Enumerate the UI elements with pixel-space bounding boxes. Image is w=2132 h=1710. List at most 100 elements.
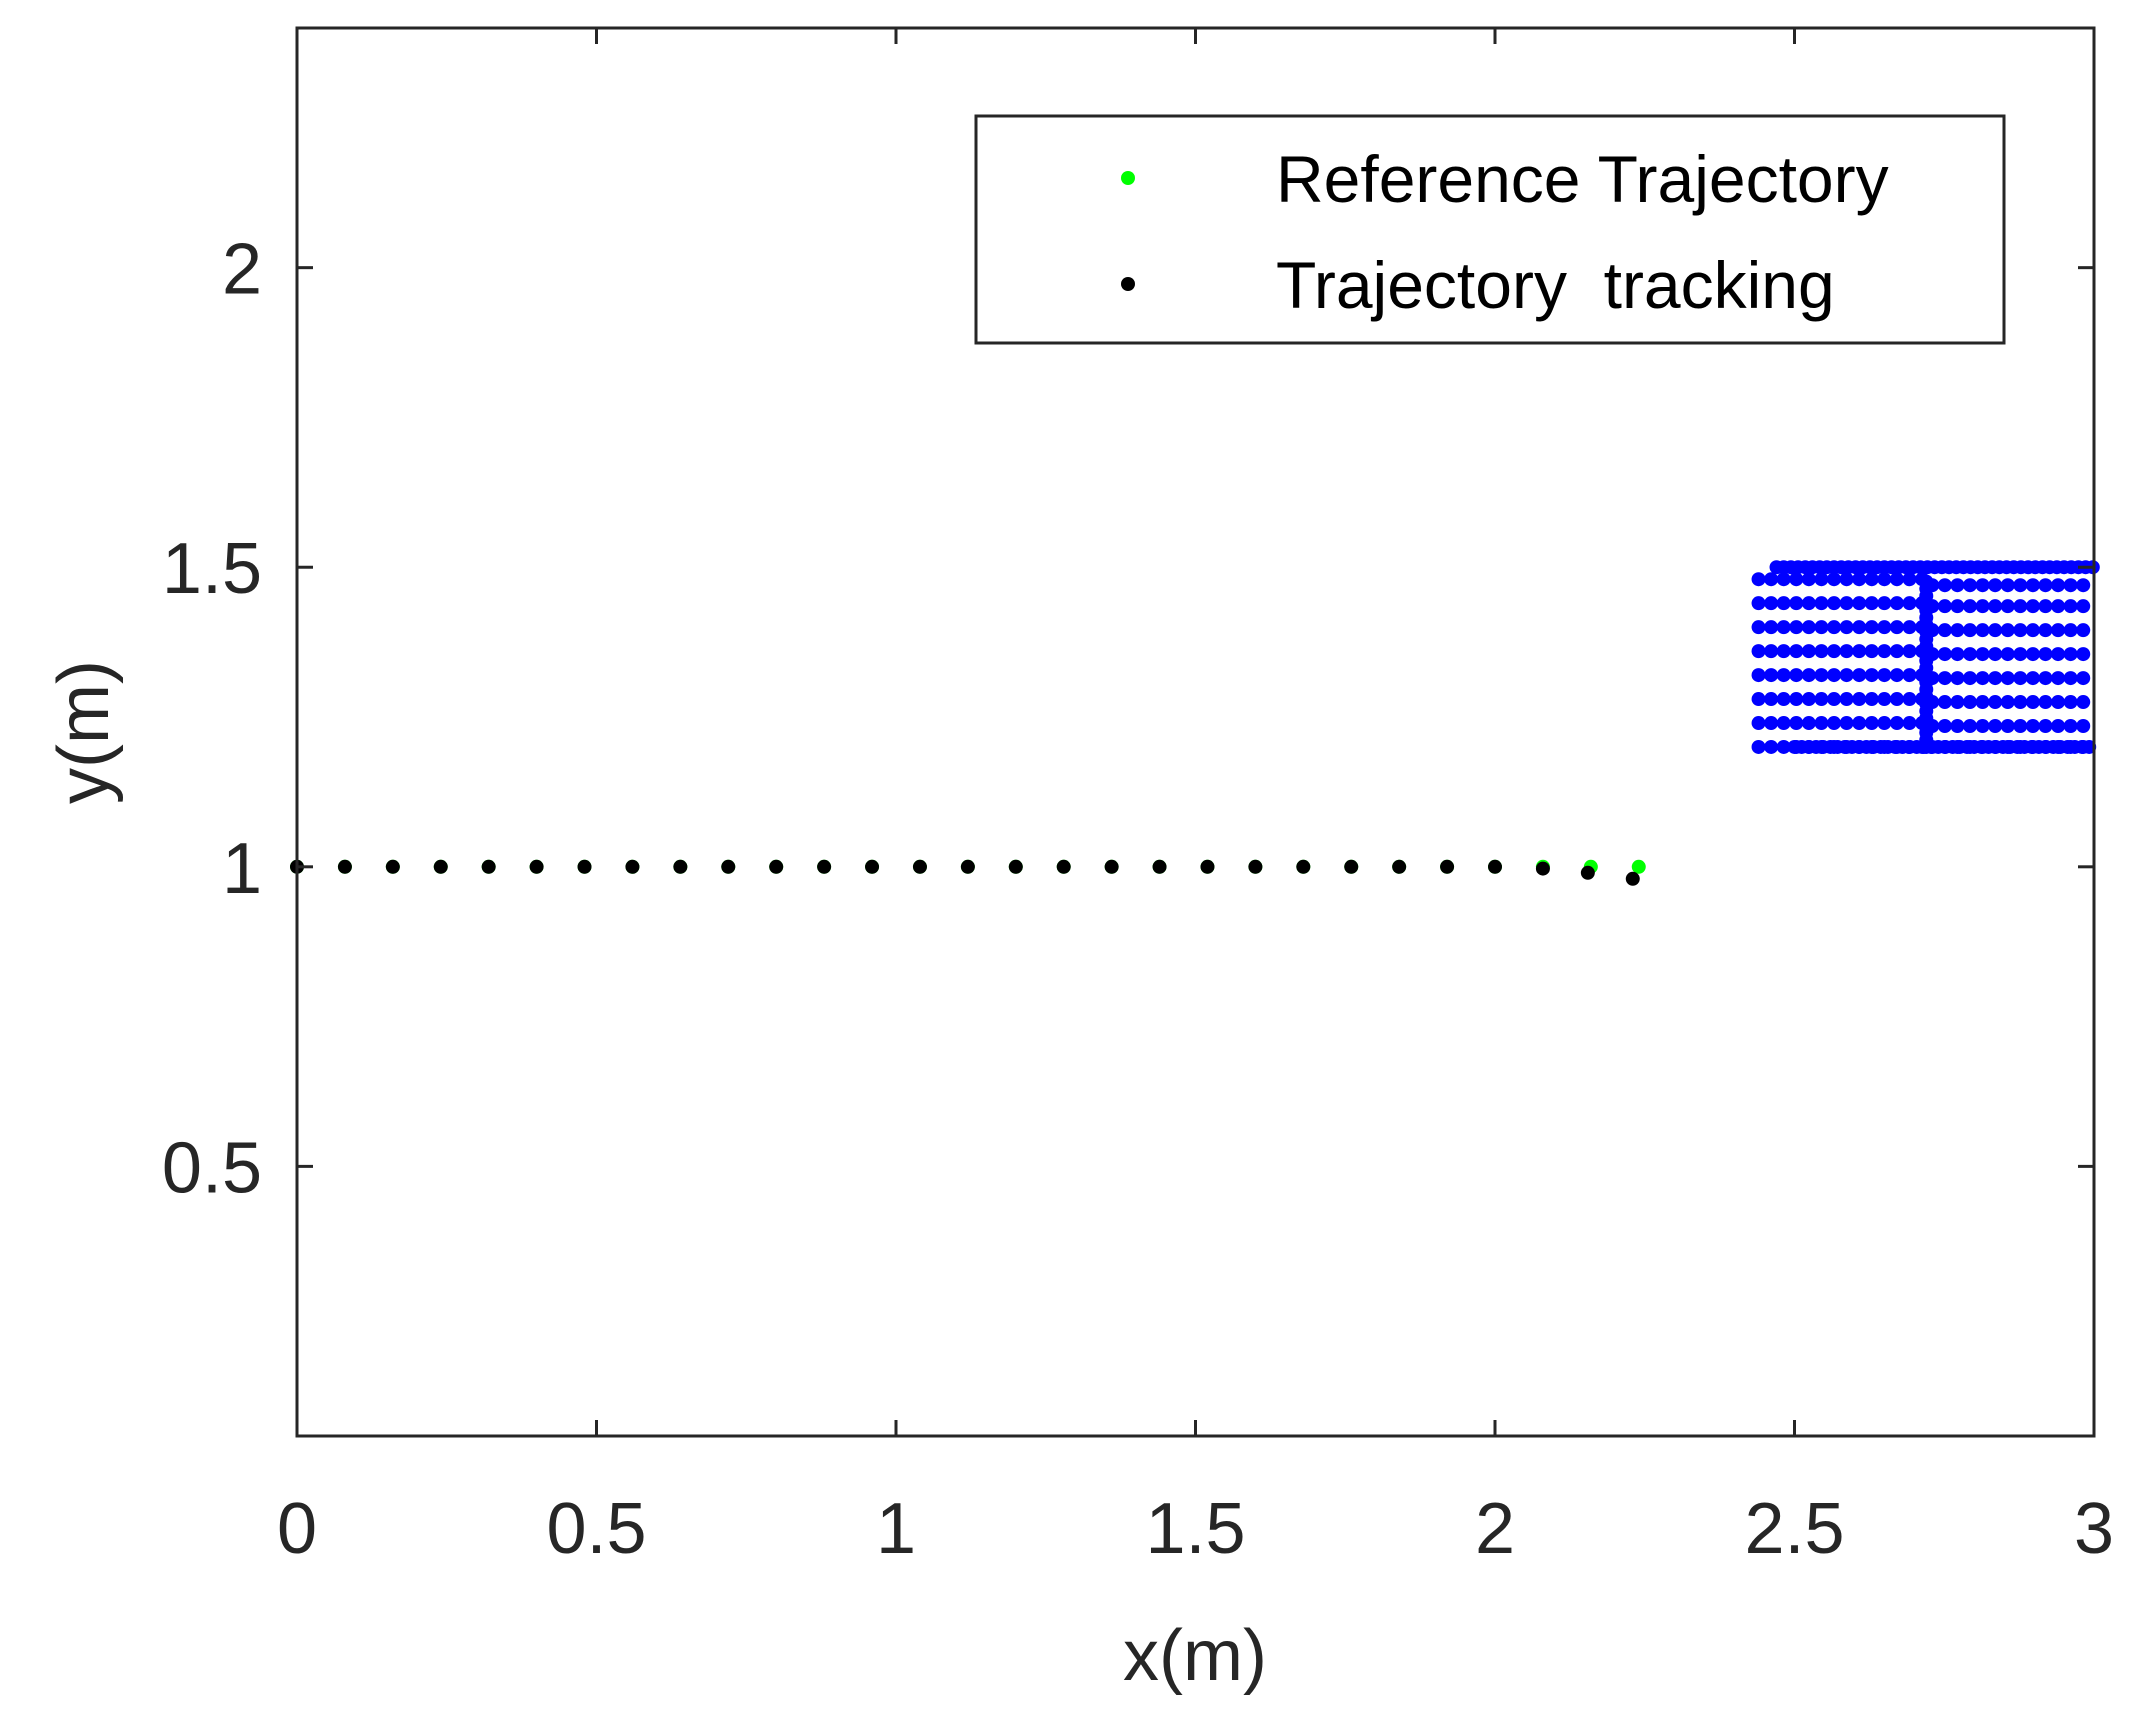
obstacle-point	[1751, 739, 1766, 754]
obstacle-point	[1877, 668, 1892, 683]
obstacle-point	[2076, 647, 2091, 662]
tracking-point	[1296, 859, 1311, 874]
x-tick-label: 2	[1475, 1489, 1515, 1569]
obstacle-point	[2063, 695, 2078, 710]
obstacle-point	[1814, 692, 1829, 707]
obstacle-point	[1801, 644, 1816, 659]
ticks: 0 0.5 1 1.5 2 2.5 3 0.5 1 1.5 2	[162, 28, 2114, 1569]
obstacle-point	[1988, 623, 2003, 638]
obstacle-point	[1776, 572, 1791, 587]
tracking-point	[817, 859, 832, 874]
y-tick-label: 2	[222, 230, 262, 310]
obstacle-point	[1814, 716, 1829, 731]
legend-label-tracking: Trajectory tracking	[1276, 248, 1835, 322]
obstacle-point	[1963, 671, 1978, 686]
obstacle-point	[2013, 599, 2028, 614]
obstacle-point	[2076, 695, 2091, 710]
obstacle-point	[2076, 719, 2091, 734]
tracking-point	[1008, 859, 1023, 874]
y-tick-label: 1.5	[162, 529, 262, 609]
obstacle-point	[1902, 620, 1917, 635]
obstacle-point	[1776, 692, 1791, 707]
obstacle-point	[2013, 695, 2028, 710]
obstacle-point	[1864, 644, 1879, 659]
obstacle-point	[1950, 647, 1965, 662]
obstacle-point	[1902, 692, 1917, 707]
obstacle-point	[2063, 719, 2078, 734]
obstacle-point	[1814, 644, 1829, 659]
obstacle-point	[2013, 719, 2028, 734]
tracking-point	[1392, 859, 1407, 874]
obstacle-point	[1864, 596, 1879, 611]
obstacle-point	[1902, 644, 1917, 659]
obstacle-point	[2051, 671, 2066, 686]
obstacle-point	[1751, 644, 1766, 659]
legend-box	[974, 114, 2006, 345]
obstacle-point	[1789, 644, 1804, 659]
obstacle-point	[1776, 716, 1791, 731]
obstacle-point	[1963, 578, 1978, 593]
obstacle-point	[1877, 716, 1892, 731]
obstacle-point	[1839, 572, 1854, 587]
obstacle-point	[2076, 671, 2091, 686]
obstacle-point	[1852, 572, 1867, 587]
obstacle-point	[1789, 668, 1804, 683]
x-tick-label: 3	[2074, 1489, 2114, 1569]
obstacle-point	[1988, 599, 2003, 614]
obstacle-point	[1801, 692, 1816, 707]
obstacle-point	[2076, 599, 2091, 614]
obstacle-point	[2000, 719, 2015, 734]
obstacle-point	[1864, 620, 1879, 635]
obstacle-point	[1950, 623, 1965, 638]
obstacle-point	[1902, 596, 1917, 611]
obstacle-point	[2051, 695, 2066, 710]
tracking-point	[1535, 861, 1550, 876]
obstacle-point	[1852, 620, 1867, 635]
obstacle-point	[1764, 739, 1779, 754]
obstacle-point	[1827, 668, 1842, 683]
obstacle-point	[2038, 623, 2053, 638]
obstacle-point	[2000, 695, 2015, 710]
obstacle-point	[1827, 572, 1842, 587]
tracking-point	[625, 859, 640, 874]
obstacle-point	[1937, 578, 1952, 593]
obstacle-point	[1975, 695, 1990, 710]
obstacle-point	[1839, 596, 1854, 611]
tracking-point	[769, 859, 784, 874]
obstacle-point	[1764, 644, 1779, 659]
obstacle-point	[1827, 716, 1842, 731]
obstacle-point	[1889, 644, 1904, 659]
obstacle-point	[2051, 599, 2066, 614]
obstacle-point	[1789, 572, 1804, 587]
obstacle-point	[1814, 572, 1829, 587]
legend-marker-tracking	[1121, 277, 1135, 291]
obstacle-point	[1889, 716, 1904, 731]
obstacle-point	[1814, 668, 1829, 683]
tracking-point	[673, 859, 688, 874]
obstacle-point	[1975, 719, 1990, 734]
obstacle-point	[1827, 596, 1842, 611]
obstacle-point	[2025, 695, 2040, 710]
obstacle-point	[1889, 596, 1904, 611]
tracking-point	[1440, 859, 1455, 874]
obstacle-point	[2051, 578, 2066, 593]
obstacle-point	[1801, 596, 1816, 611]
tracking-point	[912, 859, 927, 874]
obstacle-point	[2063, 647, 2078, 662]
obstacle-point	[1988, 671, 2003, 686]
obstacle-point	[1877, 692, 1892, 707]
obstacle-point	[1814, 620, 1829, 635]
tracking-point	[1056, 859, 1071, 874]
obstacle-point	[1864, 572, 1879, 587]
obstacle-region	[1751, 560, 2100, 754]
obstacle-point	[2000, 599, 2015, 614]
obstacle-point	[1827, 644, 1842, 659]
obstacle-point	[2063, 623, 2078, 638]
obstacle-point	[1864, 668, 1879, 683]
y-axis-title: y(m)	[44, 660, 124, 804]
obstacle-point	[1852, 668, 1867, 683]
legend-label-reference: Reference Trajectory	[1276, 142, 1889, 216]
y-tick-label: 0.5	[162, 1128, 262, 1208]
tracking-point	[529, 859, 544, 874]
